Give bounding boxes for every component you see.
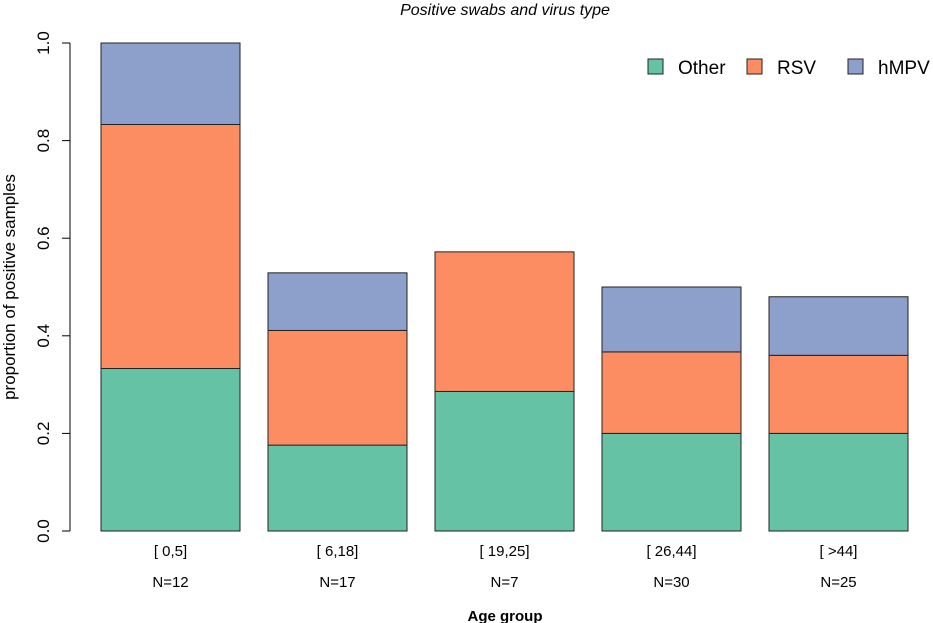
y-tick-label: 0.6 [34,226,53,250]
sample-size-label: N=30 [653,574,689,591]
chart-title: Positive swabs and virus type [400,2,610,19]
sample-size-label: N=25 [820,574,856,591]
category-labels: [ 0,5] [ 6,18] [ 19,25] [ 26,44] [ >44] [154,543,858,560]
category-label: [ >44] [820,543,858,560]
category-label: [ 19,25] [479,543,529,560]
y-tick-label: 0.4 [34,324,53,348]
bars [100,42,909,532]
category-label: [ 6,18] [317,543,359,560]
y-axis-label: proportion of positive samples [0,174,19,400]
y-tick-label: 0.0 [34,519,53,543]
bar-other-2 [434,390,575,532]
y-axis-ticks: 0.0 0.2 0.4 0.6 0.8 1.0 [34,31,70,543]
bar-hmpv-1 [267,272,408,331]
sample-size-labels: N=12 N=17 N=7 N=30 N=25 [152,574,856,591]
y-tick-label: 1.0 [34,31,53,55]
category-label: [ 26,44] [646,543,696,560]
category-label: [ 0,5] [154,543,187,560]
bar-rsv-1 [267,329,408,446]
sample-size-label: N=7 [491,574,519,591]
y-tick-label: 0.2 [34,422,53,446]
x-axis-label: Age group [468,608,543,623]
legend-label-hmpv: hMPV [878,58,930,79]
y-tick-label: 0.8 [34,129,53,153]
legend-swatch-hmpv [847,58,864,75]
bar-rsv-0 [100,123,241,369]
sample-size-label: N=17 [319,574,355,591]
legend-label-other: Other [678,58,726,79]
bar-rsv-2 [434,251,575,392]
bar-other-0 [100,367,241,532]
bar-other-1 [267,444,408,532]
bar-hmpv-0 [100,42,241,125]
bar-other-4 [768,432,909,532]
legend-swatch-rsv [746,58,763,75]
bar-other-3 [601,432,742,532]
bar-rsv-4 [768,354,909,434]
bar-hmpv-3 [601,286,742,353]
bar-hmpv-4 [768,296,909,356]
legend: Other RSV hMPV [647,58,930,79]
legend-label-rsv: RSV [777,58,816,79]
bar-rsv-3 [601,351,742,434]
sample-size-label: N=12 [152,574,188,591]
legend-swatch-other [647,58,664,75]
